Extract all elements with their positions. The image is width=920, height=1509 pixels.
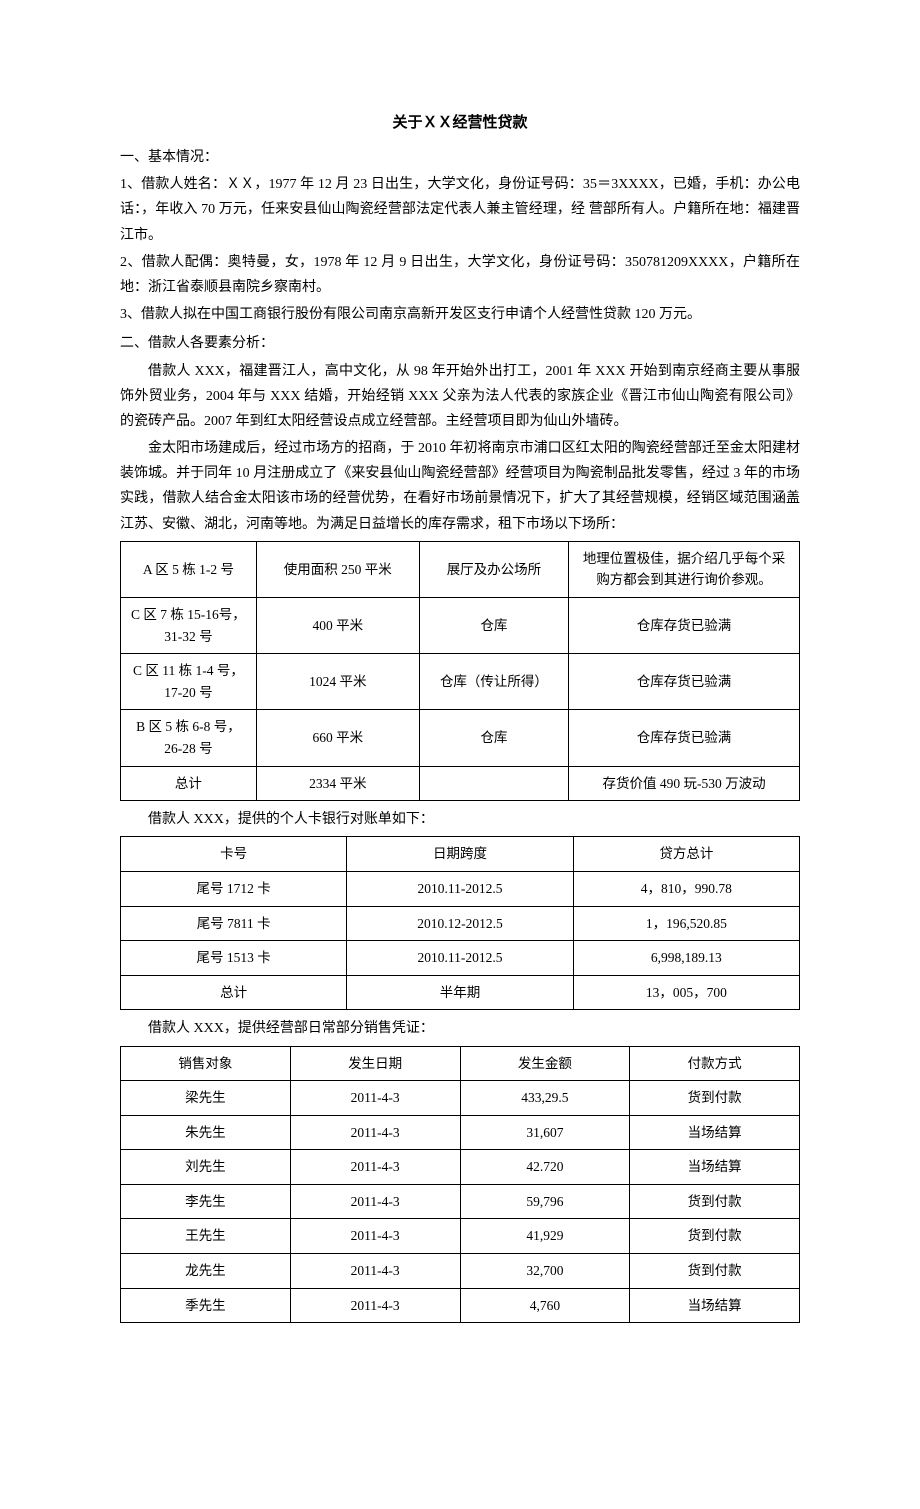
- table-row: 朱先生2011-4-331,607当场结算: [121, 1115, 800, 1150]
- table-cell: 1，196,520.85: [573, 906, 799, 941]
- table3-intro: 借款人 XXX，提供经营部日常部分销售凭证：: [120, 1016, 800, 1041]
- table-cell: 龙先生: [121, 1254, 291, 1289]
- table-row: 李先生2011-4-359,796货到付款: [121, 1184, 800, 1219]
- table-cell: 仓库: [419, 598, 568, 654]
- table-cell: 仓库存货已验满: [569, 710, 800, 766]
- table-cell: 32,700: [460, 1254, 630, 1289]
- table-cell: 展厅及办公场所: [419, 541, 568, 597]
- paragraph-1: 1、借款人姓名：ＸＸ，1977 年 12 月 23 日出生，大学文化，身份证号码…: [120, 172, 800, 248]
- table-header-cell: 发生日期: [290, 1046, 460, 1081]
- premises-table: A 区 5 栋 1-2 号使用面积 250 平米展厅及办公场所地理位置极佳，据介…: [120, 541, 800, 801]
- table-cell: 货到付款: [630, 1081, 800, 1116]
- table-row: C 区 7 栋 15-16号，31-32 号400 平米仓库仓库存货已验满: [121, 598, 800, 654]
- table-cell: 41,929: [460, 1219, 630, 1254]
- table-cell: 6,998,189.13: [573, 941, 799, 976]
- document-title: 关于ＸＸ经营性贷款: [120, 110, 800, 137]
- table-cell: 4,760: [460, 1288, 630, 1323]
- table-cell: 2011-4-3: [290, 1184, 460, 1219]
- table-cell: 半年期: [347, 975, 573, 1010]
- table-cell: 货到付款: [630, 1219, 800, 1254]
- table-cell: 尾号 1712 卡: [121, 871, 347, 906]
- table-cell: 货到付款: [630, 1184, 800, 1219]
- table-cell: 400 平米: [256, 598, 419, 654]
- table-row: A 区 5 栋 1-2 号使用面积 250 平米展厅及办公场所地理位置极佳，据介…: [121, 541, 800, 597]
- table-header-cell: 卡号: [121, 837, 347, 872]
- table-cell: 13，005，700: [573, 975, 799, 1010]
- table-cell: 2011-4-3: [290, 1081, 460, 1116]
- table2-intro: 借款人 XXX，提供的个人卡银行对账单如下：: [120, 807, 800, 832]
- table-cell: 2010.11-2012.5: [347, 941, 573, 976]
- table-cell: 仓库存货已验满: [569, 598, 800, 654]
- paragraph-3: 3、借款人拟在中国工商银行股份有限公司南京高新开发区支行申请个人经营性贷款 12…: [120, 302, 800, 327]
- bank-statement-table: 卡号日期跨度贷方总计尾号 1712 卡2010.11-2012.54，810，9…: [120, 836, 800, 1010]
- table-cell: 朱先生: [121, 1115, 291, 1150]
- table-cell: 地理位置极佳，据介绍几乎每个采购方都会到其进行询价参观。: [569, 541, 800, 597]
- table-cell: 尾号 7811 卡: [121, 906, 347, 941]
- paragraph-5: 金太阳市场建成后，经过市场方的招商，于 2010 年初将南京市浦口区红太阳的陶瓷…: [120, 436, 800, 537]
- table-header-cell: 发生金额: [460, 1046, 630, 1081]
- section-2-heading: 二、借款人各要素分析：: [120, 331, 800, 356]
- section-1-heading: 一、基本情况：: [120, 145, 800, 170]
- table-cell: 2011-4-3: [290, 1254, 460, 1289]
- table-row: B 区 5 栋 6-8 号，26-28 号660 平米仓库仓库存货已验满: [121, 710, 800, 766]
- table-row: 季先生2011-4-34,760当场结算: [121, 1288, 800, 1323]
- table-cell: 2010.11-2012.5: [347, 871, 573, 906]
- table-header-cell: 日期跨度: [347, 837, 573, 872]
- table-row: 刘先生2011-4-342.720当场结算: [121, 1150, 800, 1185]
- table-cell: B 区 5 栋 6-8 号，26-28 号: [121, 710, 257, 766]
- table-cell: 59,796: [460, 1184, 630, 1219]
- table-cell: 总计: [121, 975, 347, 1010]
- table-cell: 王先生: [121, 1219, 291, 1254]
- table-cell: 当场结算: [630, 1288, 800, 1323]
- table-row: 总计2334 平米 存货价值 490 玩-530 万波动: [121, 766, 800, 801]
- table-cell: 2011-4-3: [290, 1219, 460, 1254]
- table-cell: 仓库存货已验满: [569, 654, 800, 710]
- table-cell: 使用面积 250 平米: [256, 541, 419, 597]
- table-header-row: 卡号日期跨度贷方总计: [121, 837, 800, 872]
- table-cell: 当场结算: [630, 1115, 800, 1150]
- table-cell: A 区 5 栋 1-2 号: [121, 541, 257, 597]
- table-cell: 仓库: [419, 710, 568, 766]
- table-row: C 区 11 栋 1-4 号，17-20 号1024 平米仓库（传让所得）仓库存…: [121, 654, 800, 710]
- table-row: 龙先生2011-4-332,700货到付款: [121, 1254, 800, 1289]
- table-cell: 当场结算: [630, 1150, 800, 1185]
- table-cell: 尾号 1513 卡: [121, 941, 347, 976]
- table-cell: 仓库（传让所得）: [419, 654, 568, 710]
- table-row: 王先生2011-4-341,929货到付款: [121, 1219, 800, 1254]
- table-cell: 1024 平米: [256, 654, 419, 710]
- table-cell: 660 平米: [256, 710, 419, 766]
- table-cell: 2011-4-3: [290, 1115, 460, 1150]
- table-cell: 存货价值 490 玩-530 万波动: [569, 766, 800, 801]
- sales-record-table: 销售对象发生日期发生金额付款方式梁先生2011-4-3433,29.5货到付款朱…: [120, 1046, 800, 1324]
- table-cell: 2011-4-3: [290, 1150, 460, 1185]
- table-cell: 货到付款: [630, 1254, 800, 1289]
- table-header-row: 销售对象发生日期发生金额付款方式: [121, 1046, 800, 1081]
- table-cell: 433,29.5: [460, 1081, 630, 1116]
- table-header-cell: 贷方总计: [573, 837, 799, 872]
- table-row: 尾号 1513 卡2010.11-2012.56,998,189.13: [121, 941, 800, 976]
- table-cell: C 区 7 栋 15-16号，31-32 号: [121, 598, 257, 654]
- table-cell: 季先生: [121, 1288, 291, 1323]
- table-row: 尾号 7811 卡2010.12-2012.51，196,520.85: [121, 906, 800, 941]
- table-header-cell: 销售对象: [121, 1046, 291, 1081]
- table-cell: 2010.12-2012.5: [347, 906, 573, 941]
- table-cell: C 区 11 栋 1-4 号，17-20 号: [121, 654, 257, 710]
- table-header-cell: 付款方式: [630, 1046, 800, 1081]
- table-cell: 总计: [121, 766, 257, 801]
- paragraph-2: 2、借款人配偶：奥特曼，女，1978 年 12 月 9 日出生，大学文化，身份证…: [120, 250, 800, 300]
- table-cell: 李先生: [121, 1184, 291, 1219]
- table-cell: 4，810，990.78: [573, 871, 799, 906]
- table-row: 总计半年期13，005，700: [121, 975, 800, 1010]
- table-cell: [419, 766, 568, 801]
- table-cell: 2334 平米: [256, 766, 419, 801]
- table-cell: 刘先生: [121, 1150, 291, 1185]
- table-row: 尾号 1712 卡2010.11-2012.54，810，990.78: [121, 871, 800, 906]
- paragraph-4: 借款人 XXX，福建晋江人，高中文化，从 98 年开始外出打工，2001 年 X…: [120, 359, 800, 435]
- table-row: 梁先生2011-4-3433,29.5货到付款: [121, 1081, 800, 1116]
- table-cell: 梁先生: [121, 1081, 291, 1116]
- table-cell: 2011-4-3: [290, 1288, 460, 1323]
- table-cell: 31,607: [460, 1115, 630, 1150]
- table-cell: 42.720: [460, 1150, 630, 1185]
